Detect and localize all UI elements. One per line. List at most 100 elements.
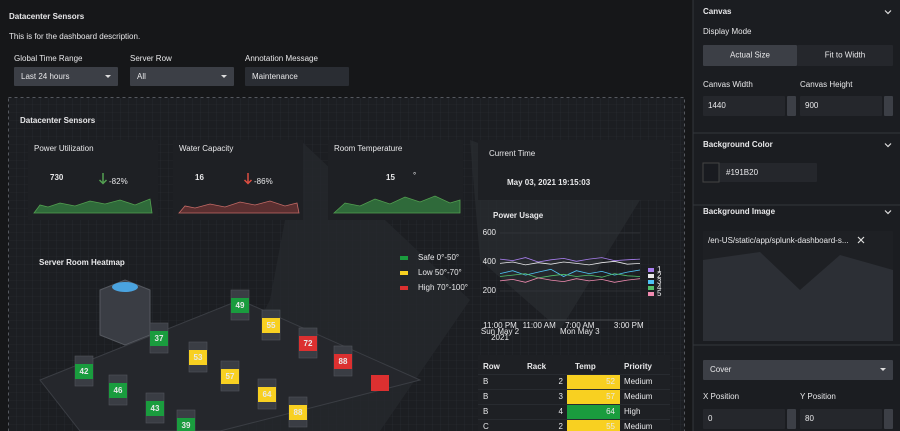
content: Datacenter Sensors This is for the dashbo… bbox=[9, 7, 900, 431]
x-tick-label: 7:00 AM bbox=[565, 321, 595, 330]
legend-swatch bbox=[648, 286, 654, 290]
tower-glow bbox=[112, 282, 138, 292]
dropdown[interactable] bbox=[130, 67, 234, 86]
caret[interactable] bbox=[884, 143, 892, 148]
rack-label-bg bbox=[258, 387, 276, 402]
description: This is for the dashboard description. bbox=[9, 32, 140, 41]
table-cell: B bbox=[483, 392, 488, 401]
legend-swatch bbox=[648, 292, 654, 296]
dropdown-arrow bbox=[221, 75, 227, 78]
caret[interactable] bbox=[884, 210, 892, 215]
series-line bbox=[499, 260, 641, 266]
field[interactable] bbox=[703, 163, 817, 182]
input-value: Maintenance bbox=[252, 72, 298, 81]
table-cell: 55 bbox=[606, 422, 615, 431]
table-cell: 52 bbox=[606, 377, 615, 386]
rack-label-bg bbox=[289, 405, 307, 420]
sparkline bbox=[178, 200, 300, 214]
temp-cell bbox=[567, 390, 620, 404]
table-cell: High bbox=[624, 407, 640, 416]
panel-title: Room Temperature bbox=[334, 144, 403, 153]
delta-arrow bbox=[243, 173, 253, 185]
field[interactable] bbox=[787, 96, 796, 116]
field[interactable] bbox=[703, 360, 893, 380]
text-input[interactable] bbox=[245, 67, 349, 86]
field[interactable] bbox=[703, 409, 785, 429]
field[interactable] bbox=[884, 96, 893, 116]
table-cell: 2 bbox=[559, 422, 564, 431]
table-header: Temp bbox=[575, 362, 596, 371]
rack-label-bg bbox=[231, 298, 249, 313]
field[interactable] bbox=[800, 96, 882, 116]
field[interactable] bbox=[703, 45, 797, 66]
sidebar-label: Display Mode bbox=[703, 27, 752, 36]
field[interactable] bbox=[884, 409, 893, 429]
dropdown[interactable] bbox=[14, 67, 118, 86]
sidebar-label: 1440 bbox=[708, 101, 726, 110]
dropdown-arrow bbox=[105, 75, 111, 78]
heatmap-title: Server Room Heatmap bbox=[39, 258, 125, 267]
title: Datacenter Sensors bbox=[9, 12, 85, 21]
rack-label-bg bbox=[221, 369, 239, 384]
x-tick-label: 11:00 AM bbox=[523, 321, 557, 330]
rack-label: 39 bbox=[182, 421, 191, 430]
sparkline bbox=[332, 195, 461, 214]
caret[interactable] bbox=[884, 10, 892, 15]
series-line bbox=[499, 277, 641, 283]
panel-value: 16 bbox=[195, 173, 204, 182]
rack-label-bg bbox=[177, 418, 195, 431]
table-cell: Medium bbox=[624, 422, 653, 431]
table-cell: Medium bbox=[624, 377, 653, 386]
legend-swatch bbox=[400, 286, 408, 290]
x-tick-label: Mon May 3 bbox=[560, 327, 600, 336]
field[interactable] bbox=[797, 45, 893, 66]
image-preview bbox=[703, 252, 893, 341]
canvas-title: Datacenter Sensors bbox=[20, 116, 96, 125]
x-tick-label: 2021 bbox=[491, 333, 509, 342]
temp-cell bbox=[567, 375, 620, 389]
rack-label: 88 bbox=[294, 408, 303, 417]
time-title: Current Time bbox=[489, 149, 536, 158]
color-swatch bbox=[702, 162, 720, 183]
table-cell: 57 bbox=[606, 392, 615, 401]
legend-swatch bbox=[648, 280, 654, 284]
rack-label: 53 bbox=[194, 353, 203, 362]
canvas-border bbox=[8, 97, 685, 431]
field[interactable] bbox=[703, 96, 785, 116]
rack-label-bg bbox=[150, 331, 168, 346]
panel-delta: -86% bbox=[254, 177, 273, 186]
panel-title: Power Utilization bbox=[34, 144, 94, 153]
sidebar-label: 0 bbox=[708, 414, 713, 423]
legend-label: High 70°-100° bbox=[418, 283, 468, 292]
rack-label: 88 bbox=[339, 357, 348, 366]
legend-swatch bbox=[400, 256, 408, 260]
field[interactable] bbox=[800, 409, 882, 429]
rack-label-bg bbox=[189, 350, 207, 365]
legend-swatch bbox=[648, 274, 654, 278]
y-tick-label: 400 bbox=[483, 257, 497, 266]
rack-label: 46 bbox=[114, 386, 123, 395]
table-cell: B bbox=[483, 377, 488, 386]
panel-title: Water Capacity bbox=[179, 144, 233, 153]
rack-label-bg bbox=[109, 383, 127, 398]
input-value: Last 24 hours bbox=[21, 72, 69, 81]
dropdown-arrow bbox=[880, 368, 886, 371]
rack-alert bbox=[371, 375, 389, 391]
sidebar-label: #191B20 bbox=[726, 168, 759, 177]
temp-cell bbox=[567, 405, 620, 419]
series-line bbox=[499, 273, 641, 279]
table-header: Row bbox=[483, 362, 501, 371]
legend-swatch bbox=[648, 268, 654, 272]
clear-icon[interactable] bbox=[857, 236, 865, 244]
toggle: Fit to Width bbox=[825, 51, 865, 60]
table-header: Priority bbox=[624, 362, 653, 371]
table-cell: C bbox=[483, 422, 489, 431]
rack-label: 43 bbox=[151, 404, 160, 413]
sidebar-label: Background Image bbox=[703, 207, 776, 216]
legend-label: 5 bbox=[657, 289, 662, 298]
panel-value: 15 bbox=[386, 173, 395, 182]
sidebar-label: 900 bbox=[805, 101, 819, 110]
table-cell: 4 bbox=[559, 407, 564, 416]
field[interactable] bbox=[787, 409, 796, 429]
